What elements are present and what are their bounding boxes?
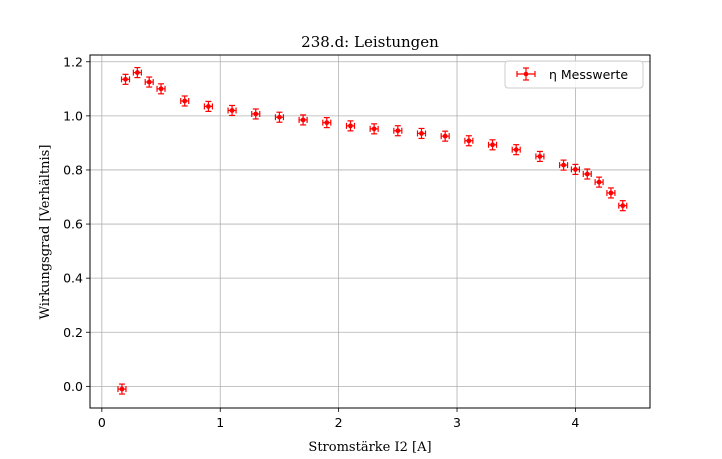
y-tick-label: 0.4	[63, 271, 83, 286]
data-point	[440, 130, 450, 142]
data-point	[582, 168, 592, 180]
data-point	[144, 76, 154, 88]
grid	[90, 55, 650, 408]
data-point	[618, 200, 628, 212]
data-points	[117, 66, 628, 395]
data-point	[535, 150, 545, 163]
data-point	[180, 95, 190, 107]
data-point	[227, 104, 237, 117]
y-tick-label: 0.2	[63, 325, 83, 340]
legend-label: η Messwerte	[549, 67, 628, 82]
data-point	[570, 163, 581, 176]
data-point	[117, 383, 127, 395]
y-tick-label: 0.0	[63, 379, 83, 394]
data-point	[120, 73, 131, 85]
data-point	[156, 83, 166, 95]
data-point	[594, 176, 604, 188]
data-point	[203, 100, 213, 112]
data-point	[464, 135, 474, 147]
data-point	[416, 127, 427, 140]
data-point	[393, 125, 403, 137]
data-point	[132, 66, 142, 79]
data-point	[369, 123, 379, 135]
y-tick-label: 1.0	[63, 108, 83, 123]
x-tick-label: 2	[335, 415, 343, 430]
chart-title: 238.d: Leistungen	[301, 33, 439, 51]
data-point	[606, 187, 616, 199]
x-tick-label: 0	[98, 415, 106, 430]
legend-marker	[516, 67, 536, 81]
ticks: 0 1 2 3 4 0.0 0.2 0.4 0.6 0.8 1.0 1.2	[63, 54, 579, 430]
data-point	[274, 111, 285, 123]
legend: η Messwerte	[504, 60, 644, 89]
data-point	[487, 139, 498, 151]
x-axis-label: Stromstärke I2 [A]	[308, 440, 431, 455]
y-axis-label: Wirkungsgrad [Verhältnis]	[38, 145, 53, 320]
data-point	[251, 108, 261, 120]
x-tick-label: 1	[216, 415, 224, 430]
legend-box	[504, 60, 644, 89]
data-point	[298, 114, 308, 126]
data-point	[558, 159, 569, 171]
y-tick-label: 0.8	[63, 162, 83, 177]
plot-frame	[89, 54, 651, 409]
x-tick-label: 3	[453, 415, 461, 430]
data-point	[322, 117, 332, 129]
data-point	[511, 144, 521, 156]
y-tick-label: 0.6	[63, 217, 83, 232]
y-tick-label: 1.2	[63, 54, 83, 69]
x-tick-label: 4	[571, 415, 579, 430]
data-point	[345, 120, 356, 132]
